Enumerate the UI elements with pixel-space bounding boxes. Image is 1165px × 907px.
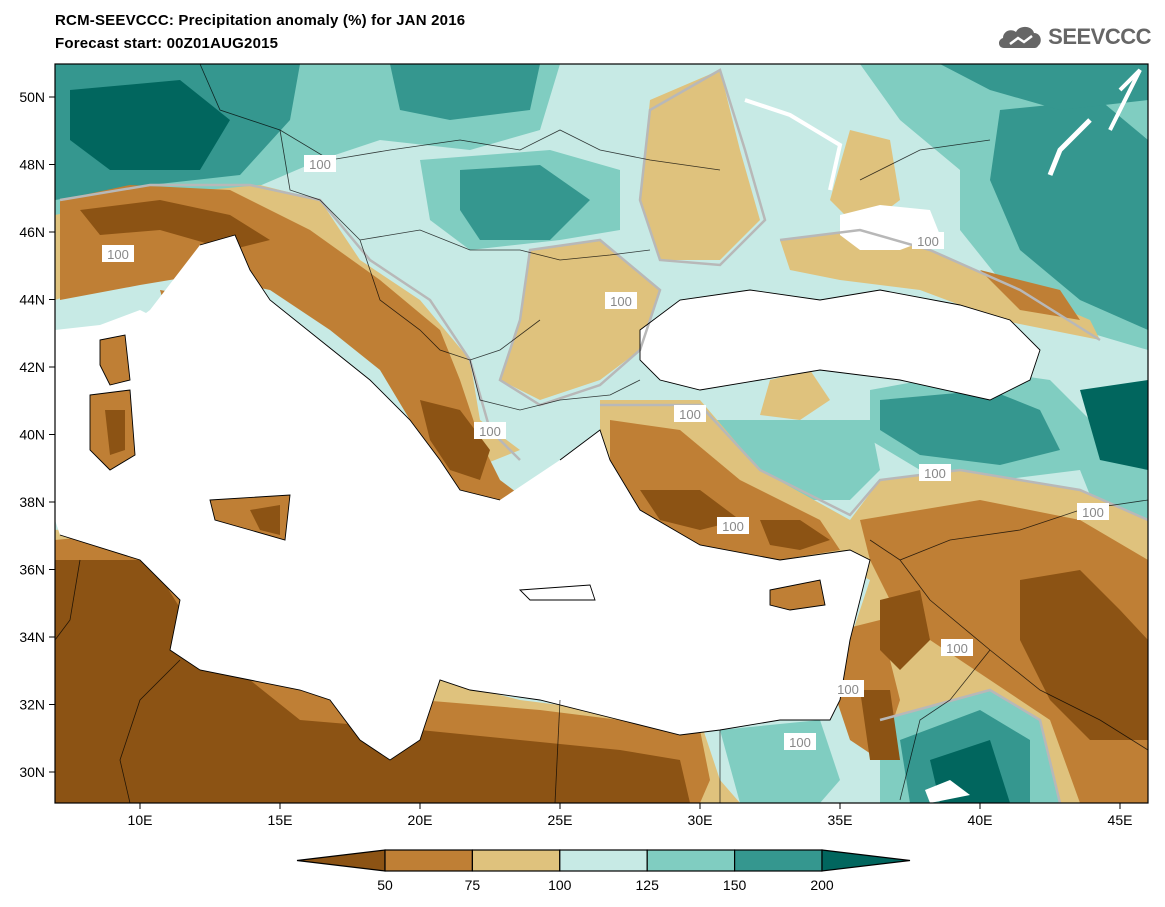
contour-label: 100 [474,422,506,439]
svg-text:100: 100 [679,407,701,422]
contour-label: 100 [717,517,749,534]
contour-label: 100 [102,245,134,262]
title-line-1: RCM-SEEVCCC: Precipitation anomaly (%) f… [55,12,466,29]
lat-tick-label: 44N [19,292,45,308]
colorbar-label: 200 [810,877,834,893]
colorbar-segment [646,849,736,872]
lat-tick-label: 50N [19,89,45,105]
map-field [55,64,1148,803]
svg-text:100: 100 [1082,505,1104,520]
colorbar-label: 100 [548,877,572,893]
lat-tick-label: 36N [19,562,45,578]
svg-text:100: 100 [837,682,859,697]
colorbar-segment [559,849,648,872]
lon-tick-label: 40E [968,812,993,828]
lat-tick-label: 32N [19,697,45,713]
contour-label: 100 [784,733,816,750]
svg-text:100: 100 [610,294,632,309]
cloud-icon [999,26,1041,48]
lat-tick-label: 46N [19,224,45,240]
lat-tick-label: 42N [19,359,45,375]
seevccc-logo: SEEVCCC [996,22,1151,52]
lat-tick-label: 48N [19,157,45,173]
svg-text:100: 100 [722,519,744,534]
lat-tick-label: 30N [19,764,45,780]
contour-label: 100 [919,464,951,481]
title-line-2: Forecast start: 00Z01AUG2015 [55,35,279,52]
lon-tick-label: 20E [408,812,433,828]
contour-label: 100 [832,680,864,697]
colorbar-segment [471,849,561,872]
contour-label: 100 [912,232,944,249]
contour-label: 100 [605,292,637,309]
colorbar-segment [821,849,911,872]
contour-label: 100 [304,155,336,172]
colorbar-segment [384,849,474,872]
contour-labels: 100 100 100 100 100 100 100 100 100 100 100 100 [102,155,1109,750]
contour-label: 100 [941,639,973,656]
lon-tick-label: 35E [828,812,853,828]
lon-tick-label: 30E [688,812,713,828]
colorbar-label: 50 [377,877,393,893]
svg-text:100: 100 [924,466,946,481]
colorbar-segment [296,849,386,872]
svg-text:100: 100 [917,234,939,249]
svg-text:100: 100 [309,157,331,172]
colorbar-segment [733,849,823,872]
lon-tick-label: 25E [548,812,573,828]
lat-tick-label: 34N [19,629,45,645]
lon-tick-label: 45E [1108,812,1133,828]
lat-tick-label: 38N [19,494,45,510]
colorbar: 50 75 100 125 150 200 [296,849,911,893]
svg-text:100: 100 [107,247,129,262]
contour-label: 100 [1077,503,1109,520]
contour-label: 100 [674,405,706,422]
logo-text: SEEVCCC [1048,24,1151,49]
lon-tick-label: 15E [268,812,293,828]
svg-text:100: 100 [946,641,968,656]
lat-tick-label: 40N [19,427,45,443]
latitude-axis: 50N 48N 46N 44N 42N 40N 38N 36N 34N 32N 30N [19,89,55,780]
lon-tick-label: 10E [128,812,153,828]
colorbar-label: 150 [723,877,747,893]
svg-text:100: 100 [789,735,811,750]
longitude-axis: 10E 15E 20E 25E 30E 35E 40E 45E [128,803,1133,828]
colorbar-label: 75 [465,877,481,893]
colorbar-label: 125 [636,877,660,893]
svg-text:100: 100 [479,424,501,439]
